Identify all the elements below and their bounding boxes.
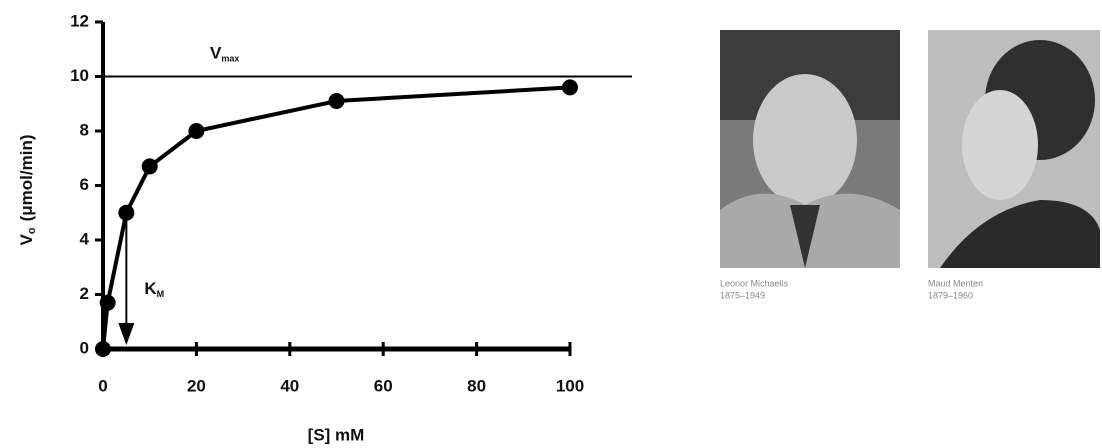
x-tick-label: 20 <box>187 376 206 395</box>
km-sub: M <box>157 289 165 299</box>
photo-michaelis <box>720 30 900 268</box>
y-tick-label: 4 <box>80 229 90 248</box>
y-label-unit: (μmol/min) <box>17 135 36 222</box>
photo-caption: Leonor Michaelis <box>720 278 789 288</box>
y-tick-label: 6 <box>80 175 89 194</box>
data-point <box>95 341 111 357</box>
data-point <box>188 123 205 139</box>
x-tick-label: 0 <box>98 376 107 395</box>
vmax-sub: max <box>221 54 239 64</box>
y-label-main: V <box>17 233 36 245</box>
data-point <box>562 79 578 96</box>
photo-caption: 1879–1960 <box>928 290 973 300</box>
photo-caption: Maud Menten <box>928 278 983 288</box>
photo-caption: 1875–1949 <box>720 290 765 300</box>
y-label-sub: o <box>26 227 38 234</box>
data-point <box>328 93 345 110</box>
x-tick-label: 40 <box>280 376 299 395</box>
x-axis-label: [S] mM <box>308 425 365 444</box>
y-tick-label: 12 <box>70 11 89 30</box>
vmax-label: Vmax <box>210 44 239 64</box>
vmax-main: V <box>210 44 222 63</box>
km-main: K <box>144 279 157 298</box>
x-tick-label: 80 <box>467 376 486 395</box>
y-tick-label: 2 <box>80 284 89 303</box>
y-axis-label: Vo (μmol/min) <box>17 135 37 246</box>
data-line <box>101 85 571 350</box>
photo-menten <box>928 30 1100 268</box>
y-tick-label: 10 <box>70 66 89 85</box>
y-tick-label: 0 <box>80 338 89 357</box>
x-tick-label: 60 <box>374 376 393 395</box>
x-tick-label: 100 <box>556 376 584 395</box>
km-label: KM <box>144 279 164 299</box>
data-point <box>141 158 158 175</box>
km-arrowhead <box>118 323 135 345</box>
data-point <box>99 294 116 311</box>
y-tick-label: 8 <box>80 120 89 139</box>
